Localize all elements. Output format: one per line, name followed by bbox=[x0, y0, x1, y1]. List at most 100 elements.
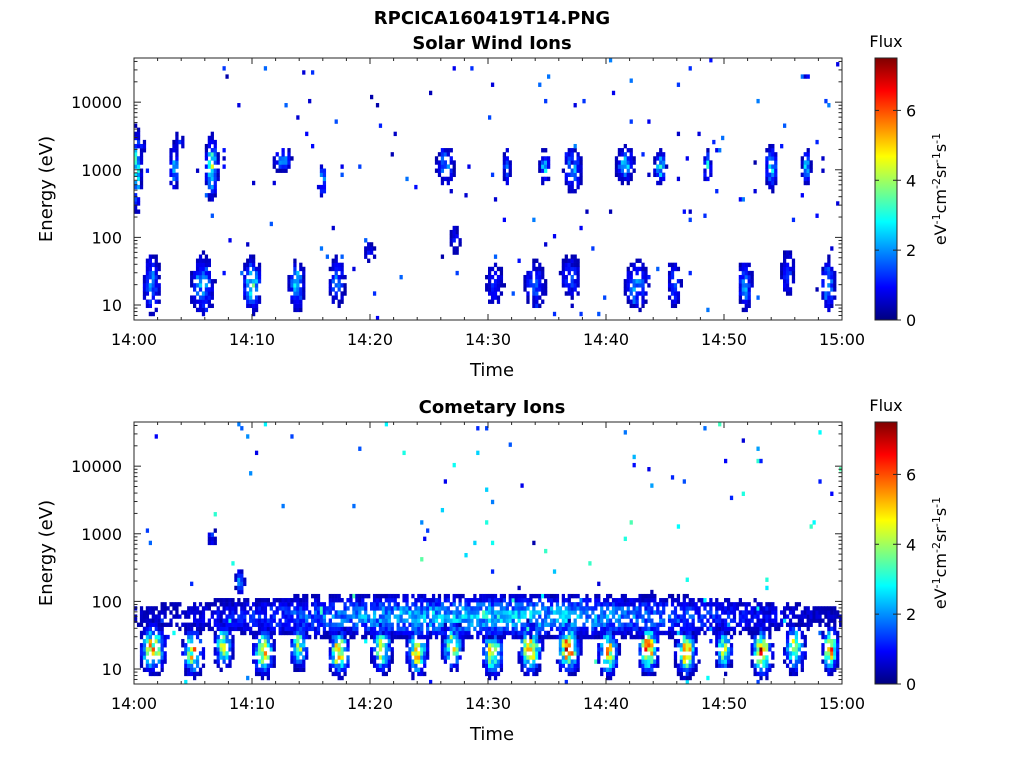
heatmap-cell bbox=[794, 630, 799, 636]
heatmap-cell bbox=[302, 663, 306, 668]
heatmap-cell bbox=[337, 675, 341, 681]
heatmap-cell bbox=[632, 283, 636, 288]
heatmap-cell bbox=[446, 638, 450, 644]
heatmap-cell bbox=[440, 655, 445, 660]
heatmap-cell bbox=[148, 626, 152, 632]
heatmap-cell bbox=[204, 180, 209, 186]
heatmap-cell bbox=[219, 638, 223, 644]
heatmap-cell bbox=[703, 630, 707, 636]
heatmap-cell bbox=[712, 139, 716, 145]
heatmap-cell bbox=[567, 634, 571, 640]
heatmap-cell bbox=[759, 634, 763, 640]
heatmap-cell bbox=[455, 651, 459, 656]
heatmap-cell bbox=[157, 274, 161, 280]
heatmap-cell bbox=[198, 262, 203, 268]
heatmap-cell bbox=[744, 307, 748, 313]
heatmap-cell bbox=[302, 270, 306, 276]
heatmap-cell bbox=[334, 634, 338, 640]
heatmap-cell bbox=[638, 626, 642, 632]
heatmap-cell bbox=[783, 287, 787, 292]
heatmap-cell bbox=[738, 262, 742, 268]
heatmap-cell bbox=[402, 606, 406, 611]
heatmap-cell bbox=[201, 266, 206, 272]
heatmap-cell bbox=[464, 606, 468, 611]
heatmap-cell bbox=[437, 598, 442, 603]
heatmap-cell bbox=[296, 279, 300, 284]
heatmap-cell bbox=[496, 643, 501, 648]
heatmap-cell bbox=[313, 598, 318, 603]
heatmap-cell bbox=[334, 598, 338, 603]
heatmap-cell bbox=[567, 148, 571, 153]
heatmap-cell bbox=[608, 675, 613, 681]
heatmap-cell bbox=[387, 630, 391, 636]
heatmap-cell bbox=[635, 279, 639, 284]
heatmap-cell bbox=[195, 630, 200, 636]
heatmap-cell bbox=[797, 618, 801, 623]
heatmap-cell bbox=[157, 630, 161, 636]
heatmap-cell bbox=[520, 651, 524, 656]
heatmap-cell bbox=[207, 193, 211, 198]
heatmap-cell bbox=[603, 602, 607, 607]
heatmap-cell bbox=[499, 630, 504, 636]
heatmap-cell bbox=[517, 630, 521, 636]
heatmap-cell bbox=[653, 168, 657, 173]
heatmap-cell bbox=[290, 287, 294, 292]
heatmap-cell bbox=[426, 655, 430, 660]
heatmap-cell bbox=[797, 614, 801, 619]
heatmap-cell bbox=[729, 634, 734, 640]
heatmap-cell bbox=[656, 180, 660, 186]
heatmap-cell bbox=[370, 242, 374, 247]
heatmap-cell bbox=[611, 626, 616, 632]
heatmap-cell bbox=[496, 266, 501, 272]
heatmap-cell bbox=[488, 291, 492, 296]
heatmap-cell bbox=[641, 630, 645, 636]
heatmap-cell bbox=[204, 622, 209, 627]
heatmap-cell bbox=[785, 663, 790, 668]
heatmap-cell bbox=[148, 299, 152, 304]
heatmap-cell bbox=[573, 610, 577, 615]
heatmap-cells-solar-wind bbox=[134, 58, 840, 320]
heatmap-cell bbox=[676, 638, 681, 644]
heatmap-cell bbox=[263, 602, 268, 607]
heatmap-cell bbox=[768, 602, 772, 607]
heatmap-cell bbox=[768, 634, 772, 640]
heatmap-cell bbox=[275, 168, 279, 173]
heatmap-cell bbox=[166, 606, 170, 611]
heatmap-cell bbox=[228, 659, 232, 664]
heatmap-cell bbox=[614, 626, 619, 632]
heatmap-cell bbox=[228, 655, 232, 660]
heatmap-cell bbox=[172, 139, 176, 145]
heatmap-cell bbox=[644, 270, 648, 276]
heatmap-cell bbox=[549, 634, 554, 640]
heatmap-cell bbox=[443, 626, 447, 632]
heatmap-cell bbox=[709, 638, 713, 644]
heatmap-cell bbox=[691, 606, 695, 611]
heatmap-cell bbox=[771, 189, 775, 194]
heatmap-cell bbox=[163, 655, 167, 660]
heatmap-cell bbox=[243, 283, 247, 288]
heatmap-cell bbox=[275, 598, 279, 603]
heatmap-cell bbox=[709, 598, 713, 603]
heatmap-cell bbox=[417, 630, 421, 636]
heatmap-cell bbox=[703, 156, 707, 161]
heatmap-cell bbox=[547, 164, 551, 169]
heatmap-cell bbox=[493, 610, 498, 615]
heatmap-cell bbox=[207, 172, 211, 178]
heatmap-cell bbox=[372, 638, 377, 644]
heatmap-cell bbox=[334, 291, 338, 296]
heatmap-cell bbox=[296, 115, 300, 120]
heatmap-cell bbox=[803, 655, 807, 660]
heatmap-cell bbox=[490, 602, 495, 607]
heatmap-cell bbox=[399, 630, 403, 636]
heatmap-cell bbox=[774, 618, 778, 623]
heatmap-cell bbox=[785, 634, 790, 640]
heatmap-cell bbox=[538, 270, 542, 276]
heatmap-cell bbox=[694, 626, 698, 632]
heatmap-cell bbox=[163, 614, 167, 619]
heatmap-cell bbox=[800, 663, 804, 668]
heatmap-cell bbox=[243, 618, 247, 623]
heatmap-cell bbox=[762, 618, 766, 623]
heatmap-cell bbox=[240, 581, 244, 587]
heatmap-cell bbox=[493, 647, 498, 652]
